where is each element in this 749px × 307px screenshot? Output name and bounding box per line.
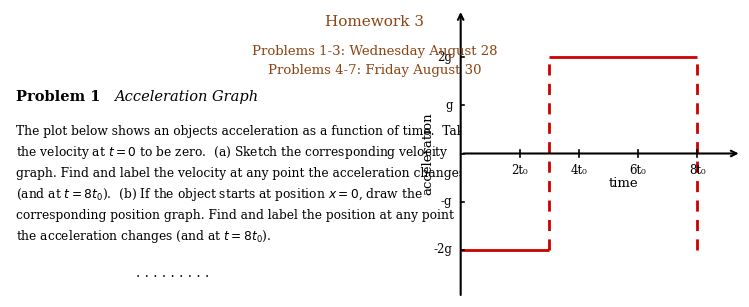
Text: 2g: 2g	[437, 51, 452, 64]
Text: . . . . . . . . .: . . . . . . . . .	[136, 266, 210, 281]
Text: Homework 3: Homework 3	[325, 15, 424, 29]
Text: -2g: -2g	[434, 243, 452, 256]
Text: time: time	[608, 177, 638, 190]
Text: 8t₀: 8t₀	[689, 164, 706, 177]
Text: -g: -g	[441, 195, 452, 208]
Text: g: g	[445, 99, 452, 112]
Text: Problem 1: Problem 1	[16, 90, 100, 104]
Text: 4t₀: 4t₀	[571, 164, 587, 177]
Text: The plot below shows an objects acceleration as a function of time.  Take
the ve: The plot below shows an objects accelera…	[16, 125, 472, 245]
Text: 2t₀: 2t₀	[512, 164, 528, 177]
Text: 6t₀: 6t₀	[630, 164, 646, 177]
Text: acceleration: acceleration	[422, 112, 434, 195]
Text: Problems 4-7: Friday August 30: Problems 4-7: Friday August 30	[267, 64, 482, 77]
Text: Acceleration Graph: Acceleration Graph	[114, 90, 258, 104]
Text: Problems 1-3: Wednesday August 28: Problems 1-3: Wednesday August 28	[252, 45, 497, 57]
